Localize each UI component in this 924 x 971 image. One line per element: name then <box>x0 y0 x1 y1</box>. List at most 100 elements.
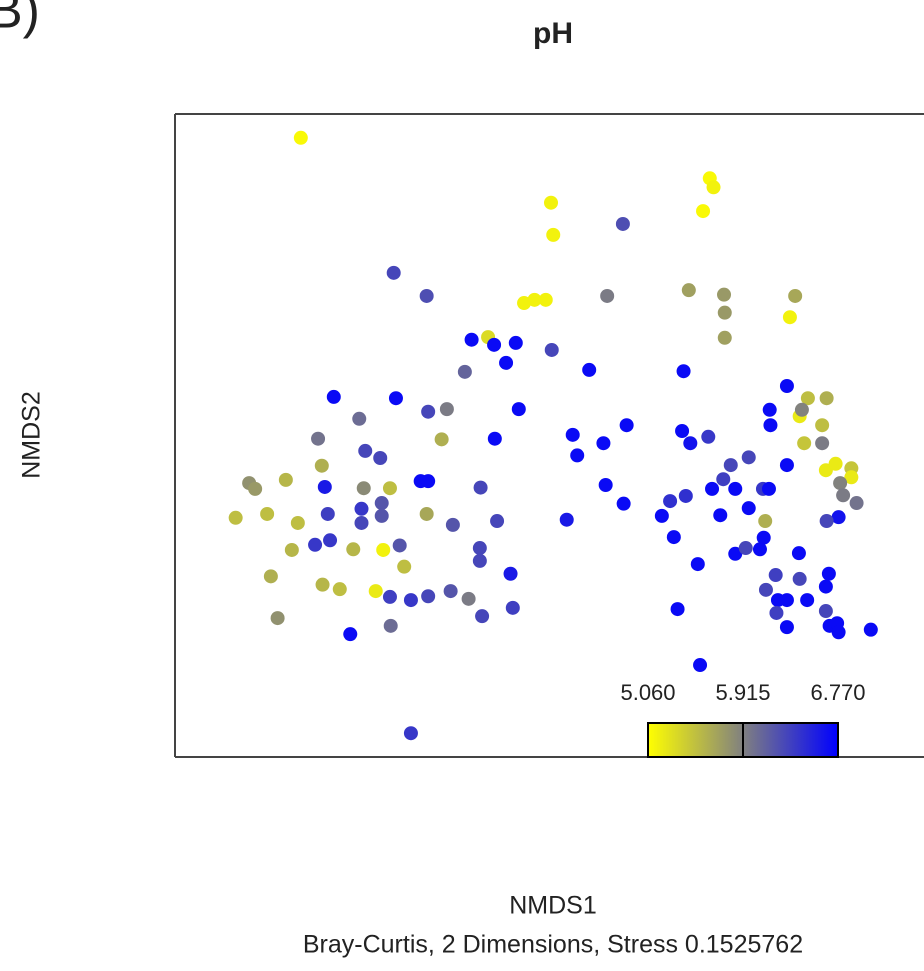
point <box>752 542 767 557</box>
x-axis-label: NMDS1 <box>509 892 597 920</box>
point <box>314 458 329 473</box>
point <box>505 600 520 615</box>
point <box>690 557 705 572</box>
point <box>356 481 371 496</box>
point <box>779 378 794 393</box>
chart-title: pH <box>533 17 573 50</box>
point <box>570 448 585 463</box>
point <box>352 411 367 426</box>
point <box>675 423 690 438</box>
point <box>490 514 505 529</box>
point <box>706 180 721 195</box>
point <box>248 481 263 496</box>
point <box>818 604 833 619</box>
point <box>332 582 347 597</box>
point <box>582 362 597 377</box>
point <box>472 541 487 556</box>
point <box>600 288 615 303</box>
point <box>373 451 388 466</box>
point <box>376 542 391 557</box>
point <box>461 591 476 606</box>
point <box>358 443 373 458</box>
point <box>696 204 711 219</box>
point <box>758 582 773 597</box>
point <box>821 566 836 581</box>
point <box>762 402 777 417</box>
point <box>815 418 830 433</box>
point <box>475 609 490 624</box>
point <box>705 481 720 496</box>
point <box>228 510 243 525</box>
point <box>728 481 743 496</box>
point <box>323 533 338 548</box>
point <box>290 515 305 530</box>
point <box>326 389 341 404</box>
panel-label: B) <box>0 0 40 40</box>
point <box>527 292 542 307</box>
point <box>828 456 843 471</box>
point <box>388 391 403 406</box>
point <box>693 658 708 673</box>
point <box>849 496 864 511</box>
point <box>666 530 681 545</box>
point <box>487 431 502 446</box>
point <box>758 514 773 529</box>
point <box>713 508 728 523</box>
point <box>663 494 678 509</box>
point <box>792 571 807 586</box>
point <box>676 364 691 379</box>
point <box>354 501 369 516</box>
point <box>368 584 383 599</box>
point <box>487 337 502 352</box>
point <box>716 472 731 487</box>
point <box>419 506 434 521</box>
plot-frame <box>174 113 924 758</box>
point <box>543 195 558 210</box>
point <box>741 450 756 465</box>
point <box>508 335 523 350</box>
point <box>421 474 436 489</box>
point <box>831 510 846 525</box>
point <box>819 514 834 529</box>
point <box>284 542 299 557</box>
point <box>701 429 716 444</box>
point <box>831 625 846 640</box>
point <box>260 506 275 521</box>
point <box>768 568 783 583</box>
y-axis-label: NMDS2 <box>18 391 46 479</box>
point <box>782 310 797 325</box>
point <box>278 472 293 487</box>
point <box>728 546 743 561</box>
point <box>779 620 794 635</box>
point <box>315 577 330 592</box>
point <box>317 479 332 494</box>
point <box>723 458 738 473</box>
point <box>654 508 669 523</box>
point <box>421 589 436 604</box>
point <box>738 541 753 556</box>
point <box>443 584 458 599</box>
point <box>354 515 369 530</box>
point <box>457 364 472 379</box>
point <box>683 436 698 451</box>
point <box>598 478 613 493</box>
point <box>769 605 784 620</box>
point <box>844 470 859 485</box>
point <box>544 342 559 357</box>
point <box>800 593 815 608</box>
point <box>392 538 407 553</box>
point <box>616 496 631 511</box>
caption: Bray-Curtis, 2 Dimensions, Stress 0.1525… <box>303 931 803 959</box>
point <box>819 391 834 406</box>
point <box>756 530 771 545</box>
point <box>538 292 553 307</box>
point <box>565 427 580 442</box>
point <box>472 553 487 568</box>
point <box>419 288 434 303</box>
point <box>763 418 778 433</box>
point <box>670 602 685 617</box>
point <box>270 611 285 626</box>
point <box>779 593 794 608</box>
point <box>311 431 326 446</box>
point <box>263 569 278 584</box>
